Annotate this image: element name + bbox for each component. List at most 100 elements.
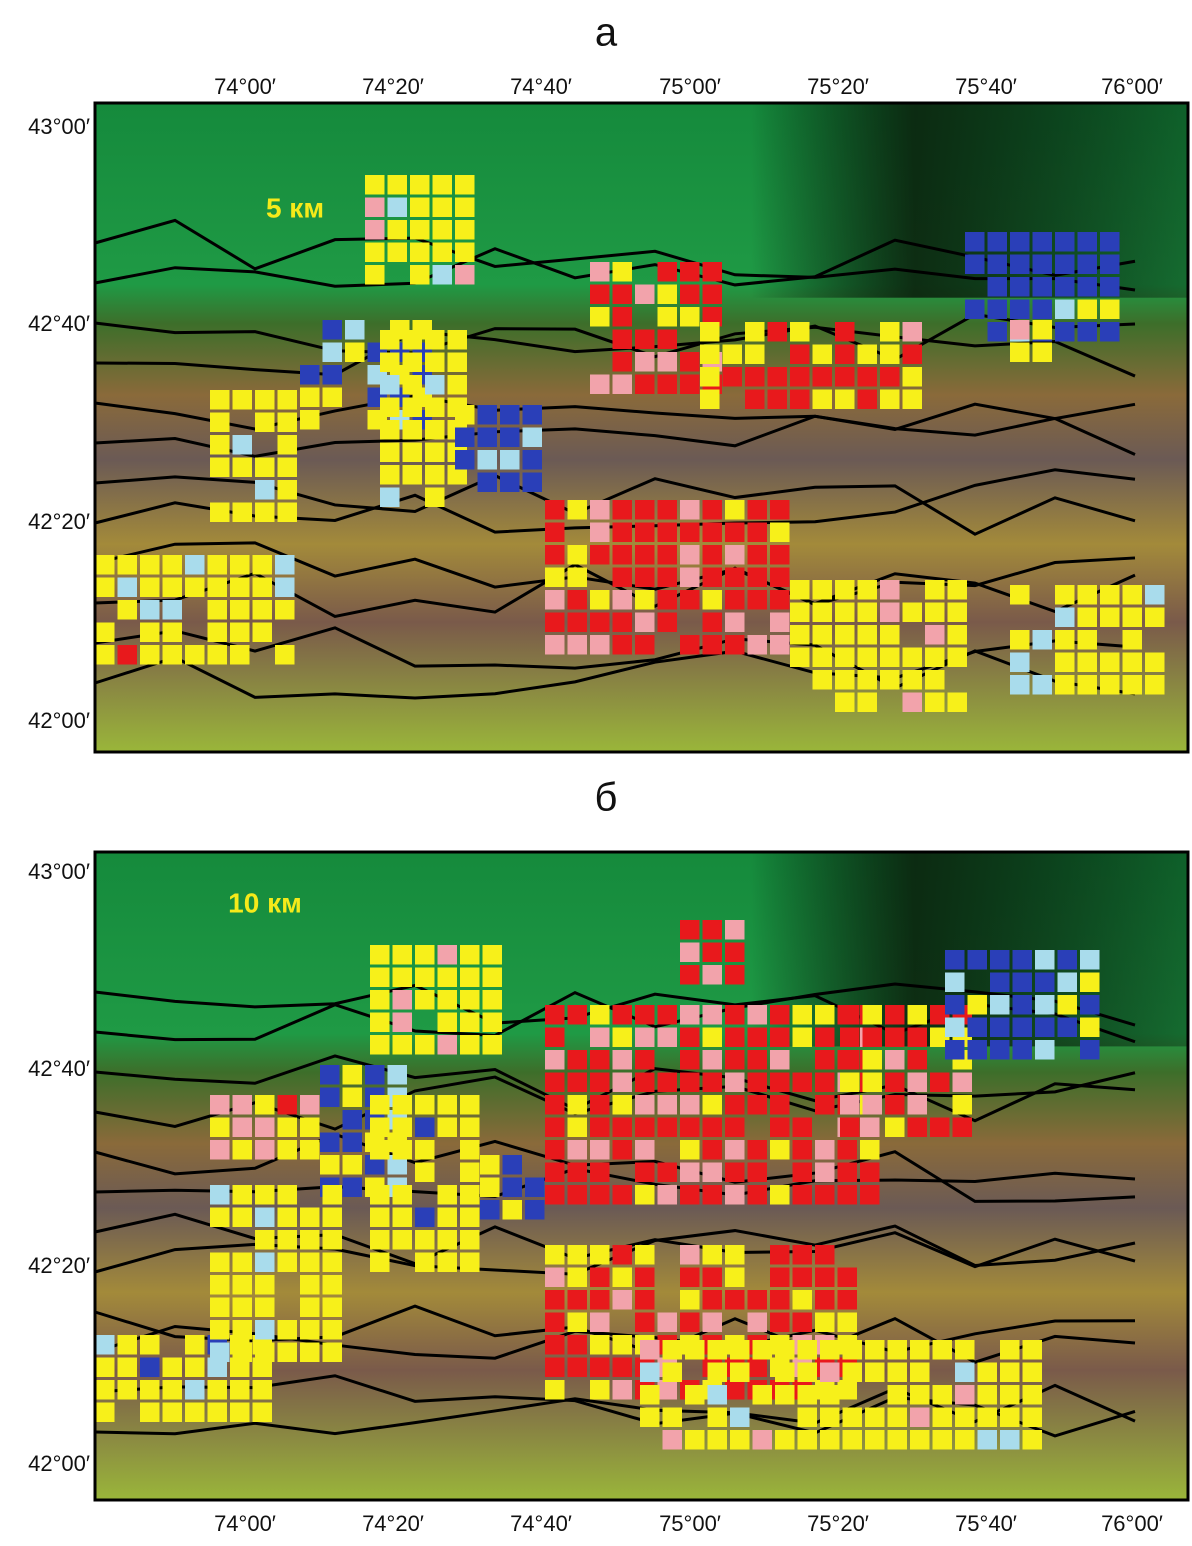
grid-cell — [448, 353, 468, 373]
grid-cell — [613, 1118, 633, 1138]
grid-cell — [95, 645, 115, 665]
grid-cell — [568, 590, 588, 610]
grid-cell — [568, 1095, 588, 1115]
grid-cell — [253, 578, 273, 598]
grid-cell — [365, 198, 385, 218]
grid-cell — [885, 1028, 905, 1048]
grid-cell — [525, 1200, 545, 1220]
grid-cell — [1078, 675, 1098, 695]
grid-cell — [703, 1185, 723, 1205]
grid-cell — [635, 1095, 655, 1115]
grid-cell — [775, 1340, 795, 1360]
grid-cell — [613, 262, 633, 282]
grid-cell — [393, 968, 413, 988]
grid-cell — [568, 1118, 588, 1138]
grid-cell — [840, 1028, 860, 1048]
grid-cell — [365, 175, 385, 195]
grid-cell — [275, 645, 295, 665]
grid-cell — [568, 1073, 588, 1093]
grid-cell — [433, 220, 453, 240]
grid-cell — [590, 375, 610, 395]
grid-cell — [500, 405, 520, 425]
grid-cell — [393, 1035, 413, 1055]
grid-cell — [770, 500, 790, 520]
grid-cell — [858, 345, 878, 365]
grid-cell — [700, 367, 720, 387]
grid-cell — [635, 523, 655, 543]
grid-cell — [568, 1290, 588, 1310]
grid-cell — [323, 1320, 343, 1340]
grid-cell — [815, 1185, 835, 1205]
grid-cell — [255, 1275, 275, 1295]
grid-cell — [838, 1185, 858, 1205]
grid-cell — [545, 1005, 565, 1025]
grid-cell — [955, 1385, 975, 1405]
grid-cell — [210, 1320, 230, 1340]
grid-cell — [438, 1253, 458, 1273]
grid-cell — [703, 1050, 723, 1070]
grid-cell — [568, 1185, 588, 1205]
grid-cell — [1055, 653, 1075, 673]
grid-cell — [770, 1290, 790, 1310]
grid-cell — [885, 1095, 905, 1115]
grid-cell — [208, 1380, 228, 1400]
grid-cell — [1123, 653, 1143, 673]
grid-cell — [865, 1408, 885, 1428]
grid-cell — [658, 613, 678, 633]
grid-cell — [815, 1095, 835, 1115]
grid-cell — [813, 648, 833, 668]
grid-cell — [815, 1140, 835, 1160]
x-tick-label: 74°00′ — [214, 1511, 276, 1536]
grid-cell — [300, 1343, 320, 1363]
grid-cell — [300, 1095, 320, 1115]
grid-cell — [233, 390, 253, 410]
grid-cell — [860, 1140, 880, 1160]
grid-cell — [590, 1245, 610, 1265]
grid-cell — [680, 920, 700, 940]
grid-cell — [388, 175, 408, 195]
grid-cell — [523, 428, 543, 448]
grid-cell — [255, 1298, 275, 1318]
grid-cell — [438, 1185, 458, 1205]
grid-cell — [210, 435, 230, 455]
grid-cell — [393, 1185, 413, 1205]
grid-cell — [210, 1343, 230, 1363]
grid-cell — [590, 307, 610, 327]
grid-cell — [1033, 630, 1053, 650]
grid-cell — [278, 1095, 298, 1115]
grid-cell — [233, 1095, 253, 1115]
x-tick-label: 74°20′ — [362, 74, 424, 99]
y-tick-label: 42°40′ — [28, 1056, 90, 1081]
grid-cell — [613, 500, 633, 520]
grid-cell — [813, 367, 833, 387]
grid-cell — [1080, 973, 1100, 993]
grid-cell — [863, 1050, 883, 1070]
grid-cell — [210, 1095, 230, 1115]
grid-cell — [1055, 608, 1075, 628]
grid-cell — [415, 990, 435, 1010]
grid-cell — [658, 1185, 678, 1205]
grid-cell — [590, 635, 610, 655]
grid-cell — [545, 1313, 565, 1333]
grid-cell — [483, 1035, 503, 1055]
grid-cell — [233, 1208, 253, 1228]
grid-cell — [635, 613, 655, 633]
grid-cell — [680, 1050, 700, 1070]
grid-cell — [613, 1073, 633, 1093]
grid-cell — [365, 243, 385, 263]
grid-cell — [210, 1275, 230, 1295]
grid-cell — [858, 367, 878, 387]
grid-cell — [208, 578, 228, 598]
grid-cell — [1100, 300, 1120, 320]
grid-cell — [680, 500, 700, 520]
grid-cell — [438, 1095, 458, 1115]
grid-cell — [700, 345, 720, 365]
grid-cell — [658, 375, 678, 395]
grid-cell — [770, 1050, 790, 1070]
grid-cell — [568, 1335, 588, 1355]
grid-cell — [185, 1358, 205, 1378]
grid-cell — [703, 1028, 723, 1048]
grid-cell — [725, 500, 745, 520]
grid-cell — [978, 1363, 998, 1383]
grid-cell — [255, 413, 275, 433]
